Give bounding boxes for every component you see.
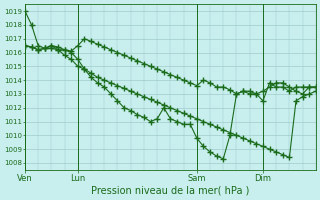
X-axis label: Pression niveau de la mer( hPa ): Pression niveau de la mer( hPa ) [91, 186, 250, 196]
